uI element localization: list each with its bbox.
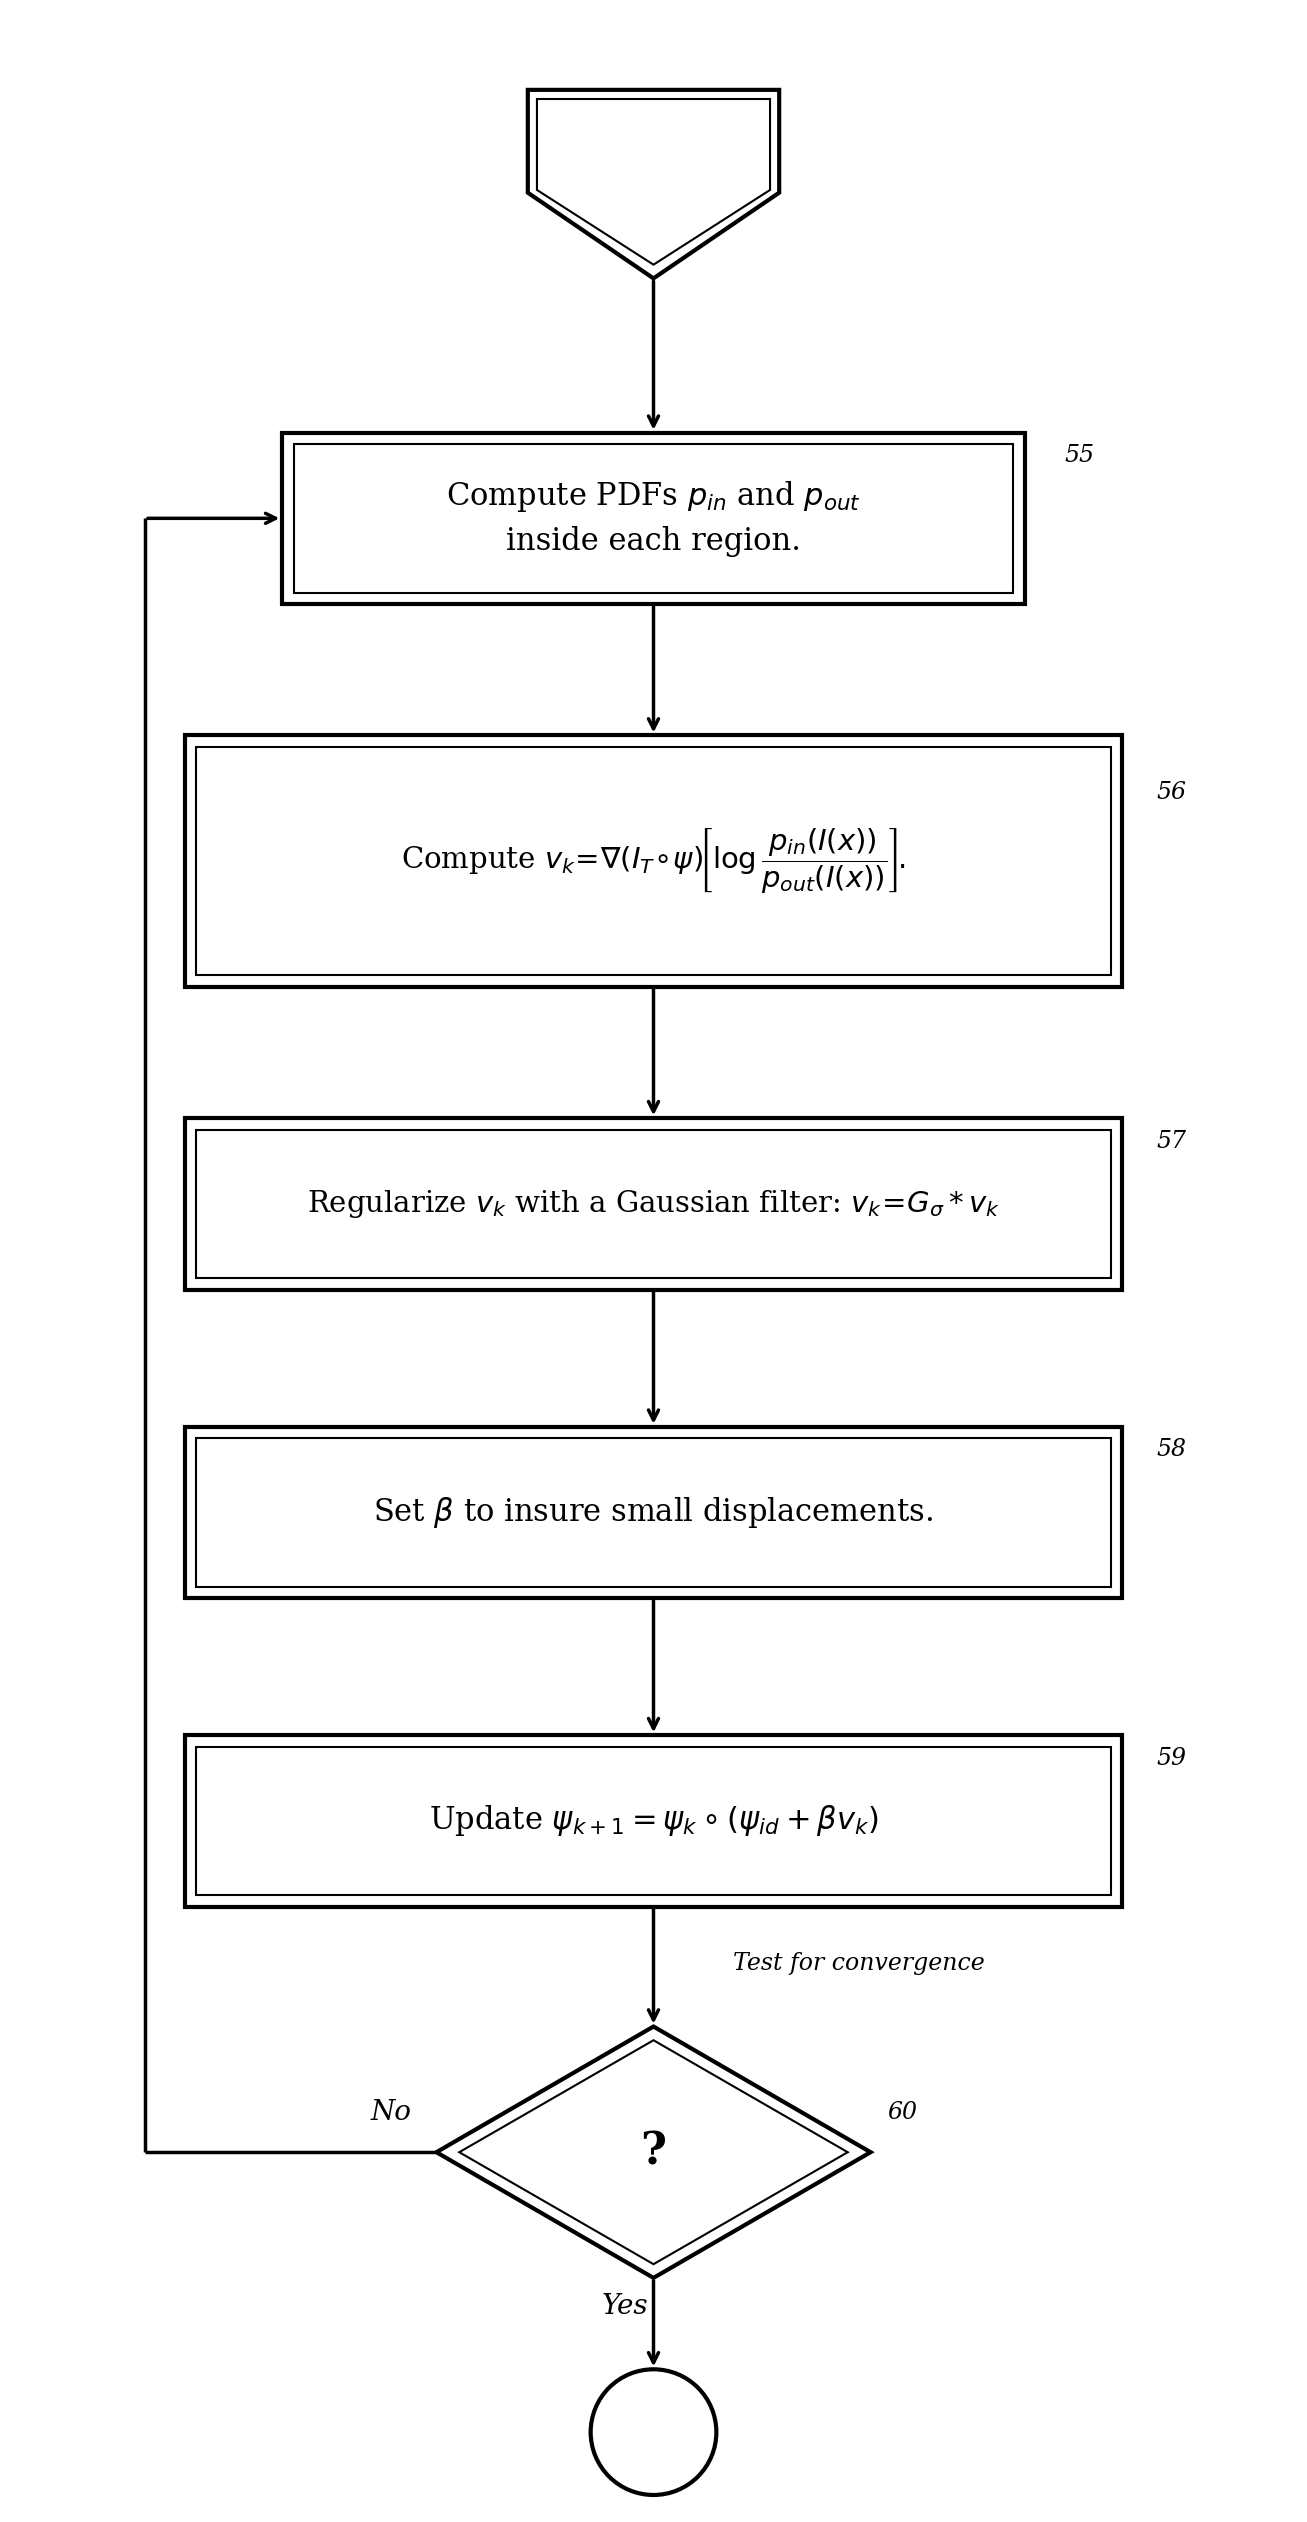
Bar bbox=[196, 1130, 1111, 1279]
Text: Test for convergence: Test for convergence bbox=[733, 1952, 985, 1975]
Bar bbox=[294, 444, 1013, 593]
Text: Update $\psi_{k+1} = \psi_k \circ (\psi_{id} + \beta v_k)$: Update $\psi_{k+1} = \psi_k \circ (\psi_… bbox=[429, 1803, 878, 1839]
Text: 57: 57 bbox=[1157, 1130, 1187, 1153]
Bar bbox=[186, 1427, 1121, 1599]
Text: Set $\beta$ to insure small displacements.: Set $\beta$ to insure small displacement… bbox=[374, 1496, 933, 1531]
Text: No: No bbox=[370, 2098, 412, 2126]
Bar bbox=[196, 747, 1111, 976]
Bar bbox=[186, 736, 1121, 986]
Text: 58: 58 bbox=[1157, 1438, 1187, 1460]
Text: Compute $v_k\!=\!\nabla(I_T\!\circ\!\psi)\!\left[\log\dfrac{p_{in}(I(x))}{p_{out: Compute $v_k\!=\!\nabla(I_T\!\circ\!\psi… bbox=[401, 827, 906, 895]
Text: 59: 59 bbox=[1157, 1748, 1187, 1770]
Bar bbox=[186, 1735, 1121, 1907]
Bar bbox=[186, 1117, 1121, 1289]
Polygon shape bbox=[459, 2040, 848, 2265]
Text: 55: 55 bbox=[1065, 444, 1095, 467]
Text: Yes: Yes bbox=[601, 2292, 648, 2320]
Text: ?: ? bbox=[640, 2131, 667, 2174]
Bar bbox=[282, 434, 1025, 603]
Polygon shape bbox=[537, 98, 770, 265]
Circle shape bbox=[591, 2368, 716, 2494]
Bar bbox=[196, 1438, 1111, 1586]
Polygon shape bbox=[437, 2028, 870, 2277]
Text: Regularize $v_k$ with a Gaussian filter: $v_k\!=\!G_\sigma * v_k$: Regularize $v_k$ with a Gaussian filter:… bbox=[307, 1188, 1000, 1221]
Polygon shape bbox=[528, 91, 779, 277]
Bar bbox=[196, 1748, 1111, 1894]
Text: 60: 60 bbox=[887, 2101, 918, 2124]
Text: Compute PDFs $p_{in}$ and $p_{out}$
inside each region.: Compute PDFs $p_{in}$ and $p_{out}$ insi… bbox=[446, 479, 861, 557]
Text: 56: 56 bbox=[1157, 782, 1187, 805]
